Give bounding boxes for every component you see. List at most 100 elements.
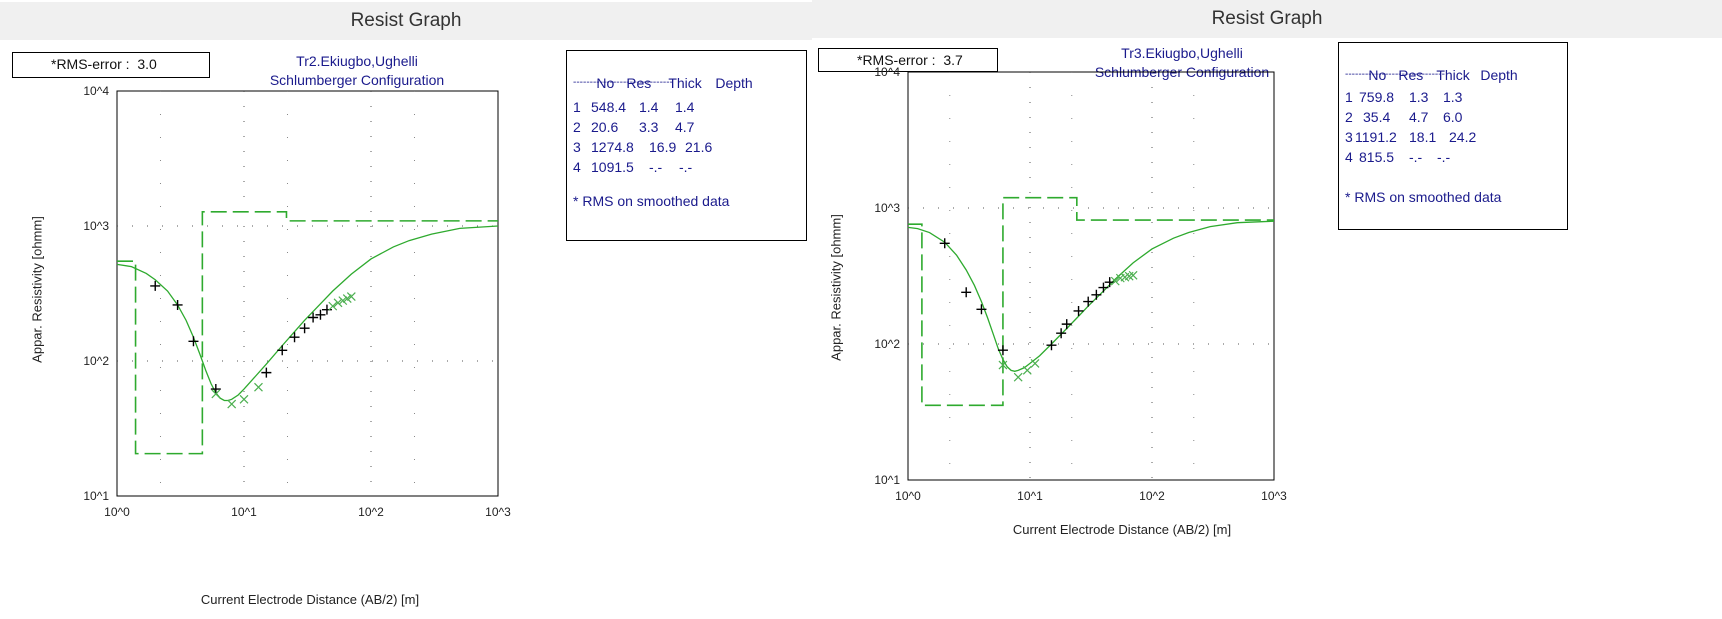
- layer-depth: 1.4: [675, 99, 695, 115]
- chart-title: Tr3.Ekiugbo,Ughelli: [1121, 45, 1243, 61]
- layer-res: 759.8: [1359, 89, 1395, 105]
- y-tick-label: 10^3: [874, 201, 900, 215]
- layer-depth: 6.0: [1443, 109, 1463, 125]
- layer-row: 3 1191.2 18.1 24.2: [1345, 129, 1476, 145]
- smoothed-point: [346, 292, 356, 302]
- fitted-curve: [116, 225, 499, 402]
- observed-point: [188, 336, 199, 347]
- layer-no: 1: [573, 99, 581, 115]
- smoothed-point: [1128, 270, 1138, 280]
- smoothed-point: [211, 389, 221, 399]
- col-res: Res: [1398, 67, 1424, 83]
- observed-point: [172, 299, 183, 310]
- y-tick-label: 10^3: [83, 219, 109, 233]
- y-tick-label: 10^1: [874, 473, 900, 487]
- layer-depth: 4.7: [675, 119, 695, 135]
- x-axis-label: Current Electrode Distance (AB/2) [m]: [200, 592, 420, 607]
- smoothed-point: [328, 301, 338, 311]
- observed-point: [997, 345, 1008, 356]
- layer-no: 2: [1345, 109, 1353, 125]
- x-tick-label: 10^2: [1139, 489, 1165, 503]
- observed-point: [289, 332, 300, 343]
- rms-label: *RMS-error :: [51, 56, 130, 72]
- x-axis-label: Current Electrode Distance (AB/2) [m]: [1012, 522, 1232, 537]
- col-thick: Thick: [668, 75, 702, 91]
- observed-point: [1073, 305, 1084, 316]
- layer-thick: 3.3: [639, 119, 659, 135]
- layer-table-separator: ------------------------------: [573, 77, 673, 88]
- rms-value: 3.0: [137, 56, 157, 72]
- layer-table: No Res Thick Depth ------------------------…: [566, 50, 807, 241]
- layer-res: 1091.5: [591, 159, 634, 175]
- x-tick-label: 10^0: [895, 489, 921, 503]
- resist-graph-panel-1: Resist Graph *RMS-error : 3.0 Tr2.Ekiugb…: [0, 0, 812, 619]
- window-title: Resist Graph: [0, 2, 812, 40]
- smoothed-point: [227, 399, 237, 409]
- y-tick-label: 10^4: [83, 84, 109, 98]
- col-thick: Thick: [1436, 67, 1470, 83]
- layer-thick: 16.9: [649, 139, 677, 155]
- layer-depth: -.-: [1437, 149, 1451, 165]
- x-tick-label: 10^2: [358, 505, 384, 519]
- layer-thick: 18.1: [1409, 129, 1437, 145]
- layer-thick: 4.7: [1409, 109, 1429, 125]
- resist-graph-panel-2: Resist Graph *RMS-error : 3.7 Tr3.Ekiugb…: [812, 0, 1722, 619]
- y-tick-label: 10^2: [874, 337, 900, 351]
- x-tick-label: 10^3: [1261, 489, 1287, 503]
- chart-title-block: Tr2.Ekiugbo,Ughelli Schlumberger Configu…: [210, 52, 504, 90]
- observed-point: [976, 304, 987, 315]
- layer-thick: -.-: [649, 159, 663, 175]
- layer-res: 548.4: [591, 99, 627, 115]
- observed-point: [261, 367, 272, 378]
- layer-row: 1 548.4 1.4 1.4: [573, 99, 694, 115]
- rms-label: *RMS-error :: [857, 52, 936, 68]
- rms-note: * RMS on smoothed data: [1345, 189, 1502, 205]
- smoothed-point: [1013, 372, 1023, 382]
- layer-table: No Res Thick Depth ------------------------…: [1338, 42, 1568, 230]
- col-no: No: [596, 75, 615, 91]
- smoothed-point: [1022, 365, 1032, 375]
- layer-table-separator: ------------------------------: [1345, 69, 1445, 80]
- observed-point: [961, 287, 972, 298]
- observed-point: [1091, 289, 1102, 300]
- plot-frame: [116, 90, 499, 497]
- col-res: Res: [626, 75, 652, 91]
- col-depth: Depth: [1480, 67, 1518, 83]
- layer-row: 4 815.5 -.- -.-: [1345, 149, 1450, 165]
- layer-no: 3: [1345, 129, 1353, 145]
- layer-row: 4 1091.5 -.- -.-: [573, 159, 692, 175]
- layer-depth: -.-: [679, 159, 693, 175]
- layer-no: 3: [573, 139, 581, 155]
- window-title: Resist Graph: [812, 0, 1722, 38]
- col-depth: Depth: [715, 75, 753, 91]
- x-tick-label: 10^3: [485, 505, 511, 519]
- observed-point: [1056, 328, 1067, 339]
- layer-res: 1191.2: [1355, 129, 1397, 145]
- layer-table-header: No Res Thick Depth: [1345, 51, 1530, 99]
- layer-depth: 21.6: [685, 139, 713, 155]
- observed-point: [1061, 319, 1072, 330]
- observed-point: [308, 312, 319, 323]
- layer-res: 1274.8: [591, 139, 634, 155]
- observed-point: [277, 345, 288, 356]
- observed-point: [1046, 340, 1057, 351]
- smoothed-point: [333, 298, 343, 308]
- rms-error-box: *RMS-error : 3.0: [12, 52, 210, 78]
- y-tick-label: 10^1: [83, 489, 109, 503]
- plot-frame: [907, 71, 1275, 481]
- layer-res: 815.5: [1359, 149, 1395, 165]
- layer-depth: 1.3: [1443, 89, 1463, 105]
- layer-row: 1 759.8 1.3 1.3: [1345, 89, 1462, 105]
- layer-no: 4: [573, 159, 581, 175]
- smoothed-point: [998, 360, 1008, 370]
- observed-point: [1083, 296, 1094, 307]
- layer-no: 4: [1345, 149, 1353, 165]
- observed-point: [1104, 277, 1115, 288]
- col-no: No: [1368, 67, 1387, 83]
- observed-point: [315, 309, 326, 320]
- smoothed-point: [338, 296, 348, 306]
- layer-res: 20.6: [591, 119, 619, 135]
- layer-model: [117, 210, 498, 455]
- y-tick-label: 10^2: [83, 354, 109, 368]
- layer-no: 1: [1345, 89, 1353, 105]
